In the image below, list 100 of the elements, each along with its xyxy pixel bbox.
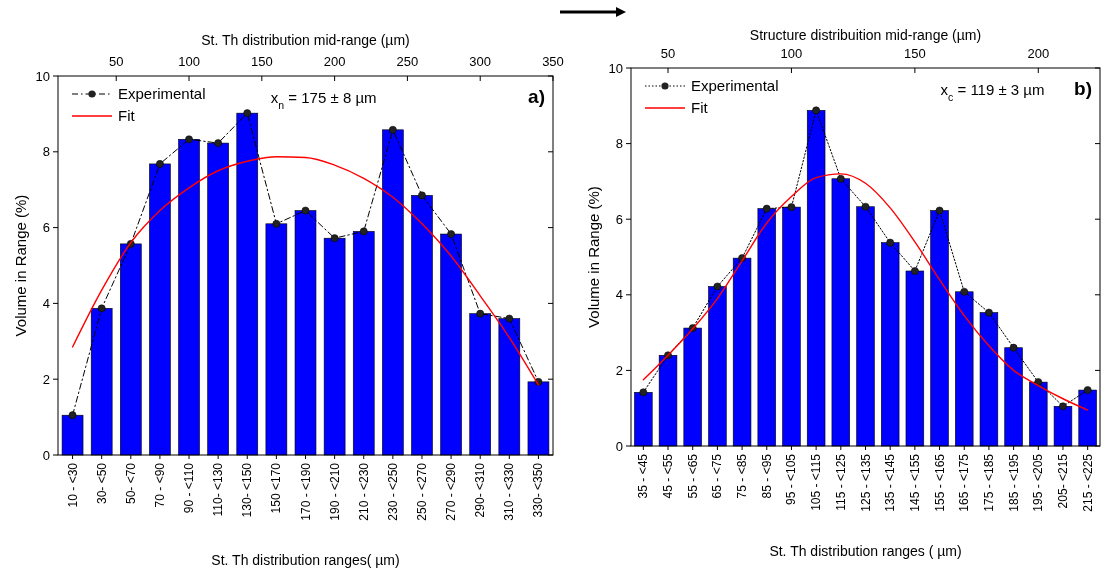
point <box>301 206 310 215</box>
point <box>787 203 796 211</box>
x2-tick-label: 200 <box>323 54 346 69</box>
x2-tick-label: 250 <box>396 54 419 69</box>
x-tick-label: 115 - <125 <box>833 453 848 511</box>
x2-tick-label: 100 <box>780 46 803 61</box>
y-tick-label: 6 <box>42 220 50 236</box>
x-tick-label: 250 - <270 <box>414 462 429 521</box>
legend-label: Fit <box>691 99 709 117</box>
x-tick-label: 330- <350 <box>531 462 546 518</box>
x-tick-label: 35 - <45 <box>636 453 651 499</box>
x2-tick-label: 150 <box>250 54 273 69</box>
x-tick-label: 125 - <135 <box>858 453 873 512</box>
x2-tick-label: 50 <box>109 54 124 69</box>
x-axis-title: St. Th distribution ranges ( µm) <box>769 543 962 559</box>
x2-axis-title: St. Th distribution mid-range (µm) <box>201 32 410 48</box>
x-tick-label: 230 - <250 <box>385 462 400 521</box>
y-tick-label: 6 <box>615 211 623 227</box>
x-tick-label: 270 - <290 <box>444 462 459 521</box>
x2-tick-label: 50 <box>660 46 676 61</box>
y-tick-label: 8 <box>615 136 623 152</box>
y-tick-label: 4 <box>42 295 50 311</box>
x-tick-label: 155 - <165 <box>932 453 947 512</box>
point <box>505 314 514 323</box>
x-tick-label: 65 - <75 <box>710 453 725 499</box>
x-tick-label: 10 - <30 <box>65 462 80 508</box>
x-tick-label: 130- <150 <box>240 462 255 518</box>
point <box>330 234 339 243</box>
x-tick-label: 170 - <190 <box>298 462 313 521</box>
point <box>389 125 397 134</box>
point <box>476 309 485 318</box>
annotation: b) <box>1074 78 1092 99</box>
x-tick-label: 310 - <330 <box>502 462 517 521</box>
point <box>812 106 820 115</box>
point <box>68 411 77 420</box>
x-tick-label: 55 - <65 <box>685 453 700 499</box>
x-tick-label: 175 - <185 <box>981 453 996 512</box>
x-tick-label: 205- <215 <box>1055 453 1070 509</box>
point <box>1083 386 1092 394</box>
line-series <box>642 173 1089 411</box>
y-axis-title: Volume in Range (%) <box>12 194 29 337</box>
x-tick-label: 210 - <230 <box>356 462 371 521</box>
x-tick-label: 85 - <95 <box>759 453 774 499</box>
x-tick-label: 90 - <110 <box>182 462 197 514</box>
y-tick-label: 10 <box>35 68 50 84</box>
point <box>97 304 106 313</box>
point <box>762 204 771 213</box>
point <box>359 227 368 236</box>
y-tick-label: 2 <box>615 362 623 378</box>
point <box>960 287 969 296</box>
point <box>639 388 648 397</box>
x-tick-label: 150 <170 <box>269 462 284 514</box>
y-tick-label: 8 <box>42 144 50 160</box>
point <box>985 308 993 317</box>
point <box>911 267 919 275</box>
y-tick-label: 10 <box>608 60 623 76</box>
x-tick-label: 135 - <145 <box>883 453 898 512</box>
x-tick-label: 290- <310 <box>473 462 488 518</box>
y-axis-title: Volume in Range (%) <box>585 186 602 328</box>
point <box>447 230 455 238</box>
x2-tick-label: 100 <box>178 54 200 69</box>
x-tick-label: 190 - <210 <box>327 462 342 521</box>
x2-tick-label: 150 <box>904 46 926 61</box>
point <box>836 174 845 183</box>
x-tick-label: 145 - <155 <box>907 453 922 512</box>
x-tick-label: 110- <130 <box>211 462 226 517</box>
x-tick-label: 165 - <175 <box>957 453 972 512</box>
x2-tick-label: 200 <box>1027 46 1050 61</box>
point <box>886 238 895 247</box>
x-tick-label: 95 - <105 <box>784 453 799 506</box>
legend-label: Experimental <box>118 85 206 103</box>
point <box>272 219 281 228</box>
y-tick-label: 2 <box>42 371 50 387</box>
x-tick-label: 30- <50 <box>94 462 109 505</box>
point <box>861 202 870 211</box>
point <box>418 191 426 200</box>
legend-label: Experimental <box>691 77 779 95</box>
x-tick-label: 70 - <90 <box>152 462 167 508</box>
point <box>713 282 722 291</box>
x-tick-label: 75 - <85 <box>735 453 750 499</box>
x-tick-label: 50- <70 <box>123 462 138 505</box>
y-tick-label: 4 <box>615 287 623 303</box>
x2-tick-label: 350 <box>542 54 564 69</box>
point <box>1059 402 1067 411</box>
x2-tick-label: 300 <box>469 54 492 69</box>
annotation: x$_{n}$ = 175 ± 8 µm <box>270 89 377 111</box>
point <box>214 139 222 147</box>
point <box>185 135 193 144</box>
x-tick-label: 215 - <225 <box>1080 453 1095 512</box>
x-tick-label: 185 - <195 <box>1006 453 1021 512</box>
point <box>1009 343 1018 352</box>
x-axis-title: St. Th distribution ranges( µm) <box>211 552 400 568</box>
x2-axis-title: Structure distribuition mid-range (µm) <box>749 27 982 43</box>
y-tick-label: 0 <box>42 447 50 463</box>
point <box>243 109 252 117</box>
annotation: a) <box>528 86 545 107</box>
x-tick-label: 195 - <205 <box>1031 453 1046 512</box>
x-tick-label: 45 - <55 <box>661 453 676 499</box>
y-tick-label: 0 <box>615 438 623 454</box>
point <box>156 160 164 168</box>
